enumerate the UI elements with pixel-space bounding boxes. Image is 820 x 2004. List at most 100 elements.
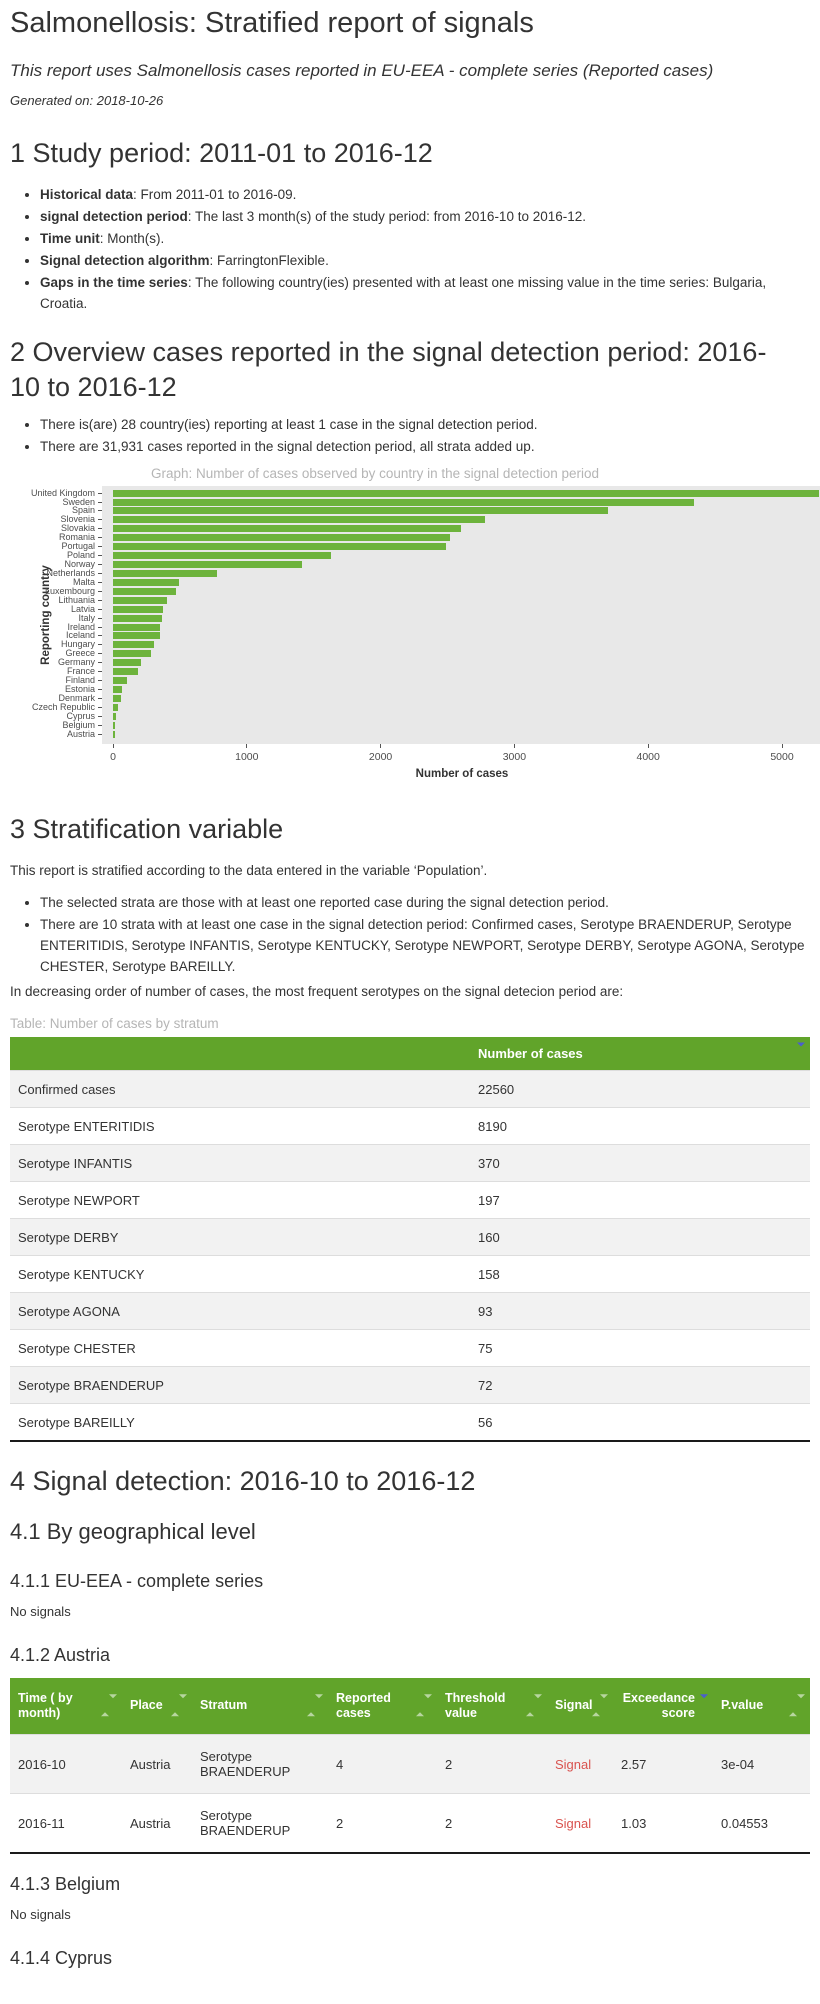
stratum-cell: Serotype KENTUCKY	[10, 1255, 470, 1293]
country-bar	[113, 516, 485, 524]
country-bar	[113, 730, 115, 738]
sort-both-icon	[307, 1694, 323, 1717]
strata-col-number-of-cases[interactable]: Number of cases	[470, 1036, 810, 1071]
y-tick-mark	[98, 724, 102, 726]
country-label: Finland	[65, 675, 95, 686]
country-bar	[113, 552, 332, 560]
header-label: Signal	[555, 1698, 593, 1713]
cases-cell: 197	[470, 1181, 810, 1219]
y-tick-mark	[98, 671, 102, 673]
cases-cell: 72	[470, 1366, 810, 1404]
country-bar	[113, 596, 167, 604]
country-label: Spain	[71, 505, 95, 516]
sort-both-icon	[171, 1694, 187, 1717]
cases-by-country-chart: Graph: Number of cases observed by count…	[10, 466, 820, 786]
country-label: Portugal	[61, 541, 95, 552]
cases-cell: 370	[470, 1144, 810, 1182]
country-label: Netherlands	[46, 567, 95, 578]
overview-heading: 2 Overview cases reported in the signal …	[10, 336, 767, 402]
signal-header-row: Time ( by month) Place Stratum Reported cas…	[10, 1677, 810, 1735]
x-tick-mark	[246, 743, 248, 748]
header-label: Place	[130, 1698, 163, 1713]
signal-col-exceedance-score[interactable]: Exceedance score	[613, 1677, 713, 1735]
no-signals-text: No signals	[10, 1906, 71, 1922]
sort-both-icon	[526, 1694, 542, 1717]
x-tick-mark	[513, 743, 515, 748]
country-bar	[113, 525, 461, 533]
bullet-label: signal detection period	[40, 208, 188, 224]
country-label: Italy	[78, 612, 95, 623]
x-tick-mark	[380, 743, 382, 748]
signal-cell: 2016-10	[10, 1734, 122, 1794]
country-bar	[113, 605, 163, 613]
x-tick-label: 2000	[368, 750, 393, 763]
sort-both-icon	[416, 1694, 432, 1717]
country-bar	[113, 632, 160, 640]
y-tick-mark	[98, 626, 102, 628]
signal-detection-heading: 4 Signal detection: 2016-10 to 2016-12	[10, 1465, 476, 1496]
stratum-cell: Serotype INFANTIS	[10, 1144, 470, 1182]
signal-cell: 4	[328, 1734, 437, 1794]
signal-cell: Serotype BRAENDERUP	[192, 1734, 328, 1794]
x-tick-mark	[647, 743, 649, 748]
signal-col-p-value[interactable]: P.value	[713, 1677, 810, 1735]
country-label: Slovakia	[60, 523, 95, 534]
country-bar	[113, 623, 161, 631]
signal-col-signal[interactable]: Signal	[547, 1677, 613, 1735]
cases-cell: 160	[470, 1218, 810, 1256]
y-tick-mark	[98, 653, 102, 655]
y-tick-mark	[98, 546, 102, 548]
y-tick-mark	[98, 564, 102, 565]
stratum-cell: Serotype DERBY	[10, 1218, 470, 1256]
order-note: In decreasing order of number of cases, …	[10, 983, 624, 999]
chart-plot-panel	[102, 485, 820, 744]
stratification-list: The selected strata are those with at le…	[10, 893, 810, 978]
y-tick-mark	[98, 680, 102, 682]
y-tick-mark	[98, 697, 102, 699]
country-label: Ireland	[67, 621, 95, 632]
country-label: Norway	[64, 559, 95, 569]
strata-row: Serotype ENTERITIDIS 8190	[10, 1107, 810, 1145]
signal-col-place[interactable]: Place	[122, 1677, 192, 1735]
header-label: Reported cases	[336, 1690, 391, 1721]
stratum-cell: Serotype CHESTER	[10, 1329, 470, 1367]
signal-col-stratum[interactable]: Stratum	[192, 1677, 328, 1735]
strata-row: Confirmed cases 22560	[10, 1070, 810, 1108]
strata-table: Number of cases Confirmed cases 22560 Sero…	[10, 1036, 810, 1442]
x-axis-title: Number of cases	[415, 767, 509, 780]
x-tick-label: 1000	[235, 750, 259, 763]
strata-row: Serotype BAREILLY 56	[10, 1403, 810, 1441]
country-label: Cyprus	[66, 710, 95, 721]
sort-descending-icon	[797, 1042, 805, 1062]
study-bullet: Gaps in the time series: The following c…	[40, 273, 810, 315]
strata-col-stratum[interactable]	[10, 1036, 470, 1071]
bullet-text: : The last 3 month(s) of the study perio…	[187, 208, 587, 224]
bullet-label: Gaps in the time series	[40, 274, 188, 290]
country-bar	[113, 650, 152, 658]
generated-date: Generated on: 2018-10-26	[10, 92, 164, 108]
signal-cell: 2	[437, 1793, 547, 1853]
stratum-cell: Serotype BRAENDERUP	[10, 1366, 470, 1404]
country-label: Austria	[66, 728, 95, 739]
cases-cell: 75	[470, 1329, 810, 1367]
stratification-bullet: The selected strata are those with at le…	[40, 893, 810, 914]
country-label: Hungary	[60, 639, 95, 650]
x-tick-label: 4000	[636, 750, 660, 763]
signal-cell: 2.57	[613, 1734, 713, 1794]
bullet-text: : Month(s).	[99, 230, 165, 246]
country-bar	[113, 587, 176, 595]
study-period-heading: 1 Study period: 2011-01 to 2016-12	[10, 137, 433, 168]
country-bar	[113, 489, 820, 497]
country-bar	[113, 498, 694, 506]
header-label: Exceedance score	[622, 1690, 695, 1721]
signal-col-threshold-value[interactable]: Threshold value	[437, 1677, 547, 1735]
signal-cell: Austria	[122, 1793, 192, 1853]
geo-level-heading: 4.1 By geographical level	[10, 1518, 256, 1544]
report-subtitle: This report uses Salmonellosis cases rep…	[10, 60, 714, 80]
signal-col-reported-cases[interactable]: Reported cases	[328, 1677, 437, 1735]
header-label: P.value	[721, 1698, 764, 1713]
signal-col-time-by-month[interactable]: Time ( by month)	[10, 1677, 122, 1735]
y-tick-mark	[98, 662, 102, 664]
country-bar	[113, 569, 218, 577]
x-tick-mark	[781, 743, 783, 748]
